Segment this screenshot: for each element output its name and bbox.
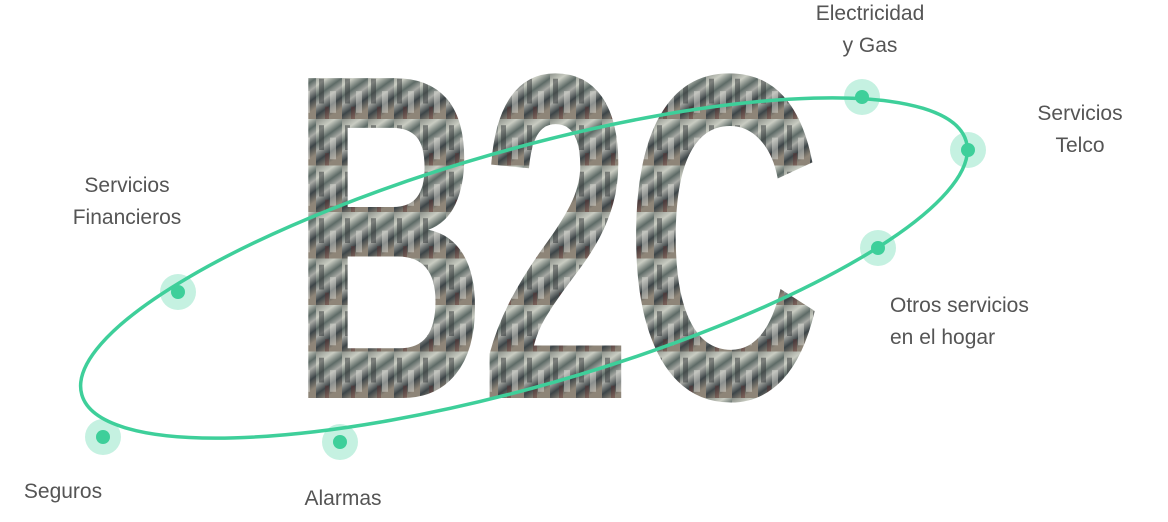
diagram: B2C Electricidad y Gas Servicios Telco Servi… <box>0 0 1168 522</box>
node-label: Alarmas <box>304 487 381 510</box>
node-dot <box>333 435 347 449</box>
node-dot <box>961 143 975 157</box>
node-label: y Gas <box>843 34 898 57</box>
node-label: Otros servicios <box>890 294 1029 317</box>
node-label: en el hogar <box>890 326 995 349</box>
node-label: Financieros <box>73 206 182 229</box>
logo-text: B2C <box>290 0 817 497</box>
logo: B2C <box>290 0 817 497</box>
node-label: Seguros <box>24 480 102 503</box>
node-dot <box>871 241 885 255</box>
node-label: Telco <box>1055 134 1104 157</box>
node-dot <box>96 430 110 444</box>
node-dot <box>171 285 185 299</box>
node-dot <box>855 90 869 104</box>
node-label: Servicios <box>84 174 169 197</box>
node-label: Electricidad <box>816 2 925 25</box>
node-label: Servicios <box>1037 102 1122 125</box>
